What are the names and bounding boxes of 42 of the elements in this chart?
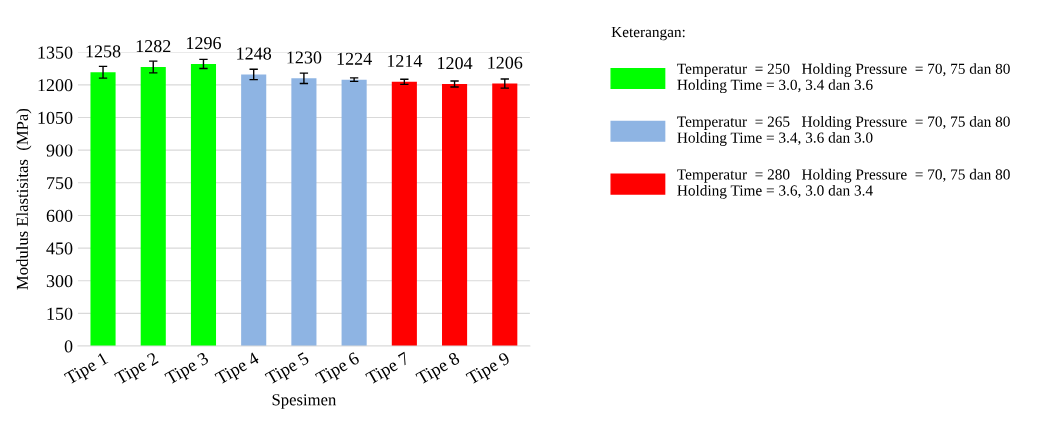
x-tick-label: Tipe 9 — [465, 351, 513, 388]
bar — [442, 83, 468, 347]
x-tick-label: Tipe 2 — [113, 351, 161, 388]
legend-label: Temperatur = 250 Holding Pressure = 70, 75 dan 80 Holding Time = 3.0, 3.4 dan 3.6 — [677, 63, 1010, 94]
y-tick-label: 600 — [46, 209, 73, 222]
y-tick-label: 1200 — [38, 79, 73, 92]
y-tick-label: 900 — [46, 144, 73, 157]
y-tick-label: 150 — [47, 307, 73, 320]
data-label: 1206 — [488, 56, 523, 69]
data-label: 1248 — [237, 47, 272, 60]
y-tick-label: 1050 — [38, 111, 73, 124]
data-label: 1258 — [86, 45, 121, 58]
x-axis-title: Spesimen — [272, 394, 337, 409]
x-tick-label: Tipe 8 — [415, 351, 463, 388]
y-tick-label: 300 — [46, 275, 73, 288]
data-label: 1296 — [187, 37, 221, 50]
y-axis-title: Modulus Elastisitas (MPa) — [16, 108, 32, 290]
bar — [190, 63, 217, 347]
bar — [341, 79, 367, 347]
bar — [492, 83, 518, 347]
bar — [241, 74, 267, 347]
y-tick-label: 0 — [64, 340, 73, 353]
bar — [291, 78, 317, 347]
legend-label: Temperatur = 265 Holding Pressure = 70, 75 dan 80 Holding Time = 3.4, 3.6 dan 3.0 — [677, 116, 1010, 146]
x-tick-label: Tipe 6 — [314, 351, 362, 388]
legend-title: Keterangan: — [611, 26, 685, 41]
x-tick-label: Tipe 5 — [264, 351, 312, 388]
y-tick-label: 750 — [47, 177, 73, 190]
data-label: 1230 — [287, 51, 322, 64]
x-tick-label: Tipe 7 — [365, 351, 413, 388]
x-tick-label: Tipe 4 — [214, 351, 262, 388]
data-label: 1204 — [438, 57, 473, 70]
data-label: 1214 — [387, 54, 423, 67]
data-label: 1282 — [136, 40, 171, 53]
y-tick-label: 450 — [46, 242, 73, 255]
bar — [140, 67, 166, 347]
x-tick-label: Tipe 3 — [164, 351, 212, 388]
bar — [391, 81, 417, 347]
data-label: 1224 — [337, 52, 372, 65]
bar — [90, 72, 116, 347]
legend-label: Temperatur = 280 Holding Pressure = 70, 75 dan 80 Holding Time = 3.6, 3.0 dan 3.4 — [677, 168, 1010, 199]
y-tick-label: 1350 — [38, 46, 73, 59]
